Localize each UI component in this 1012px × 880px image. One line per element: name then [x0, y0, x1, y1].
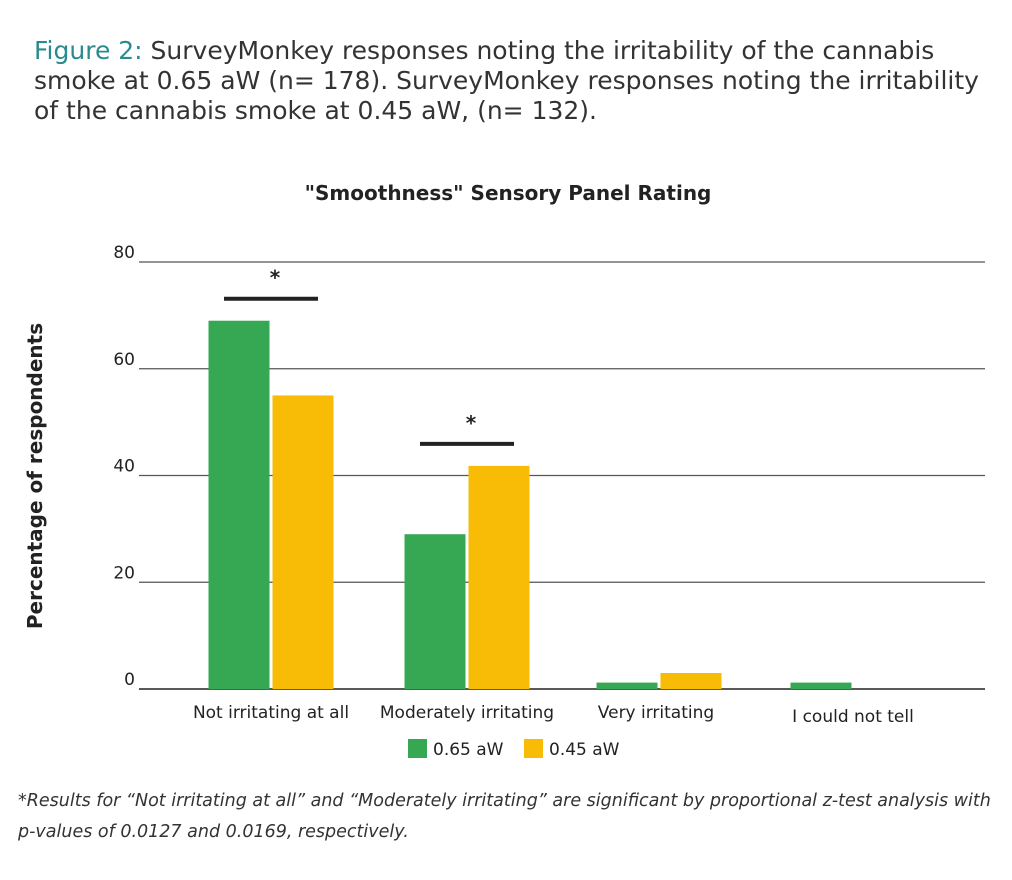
chart: "Smoothness" Sensory Panel Rating Percen… — [23, 181, 985, 760]
legend-swatch — [524, 739, 543, 758]
bar-series2 — [468, 465, 530, 689]
y-tick-label: 40 — [113, 457, 135, 477]
legend-label: 0.65 aW — [433, 740, 504, 760]
chart-title: "Smoothness" Sensory Panel Rating — [305, 181, 712, 205]
y-axis-label: Percentage of respondents — [23, 323, 47, 629]
bars — [208, 320, 852, 689]
category-label: Very irritating — [598, 703, 714, 723]
y-tick-label: 60 — [113, 350, 135, 370]
figure-caption: Figure 2: SurveyMonkey responses noting … — [34, 36, 994, 126]
bar-series2 — [660, 672, 722, 689]
bar-series1 — [596, 682, 658, 689]
category-labels: Not irritating at all Moderately irritati… — [193, 703, 914, 727]
bar-series1 — [790, 682, 852, 689]
category-label: Moderately irritating — [380, 703, 554, 723]
y-tick-label: 0 — [124, 670, 135, 690]
footnote: *Results for “Not irritating at all” and… — [18, 791, 991, 842]
bar-series1 — [208, 320, 270, 689]
bar-series2 — [272, 395, 334, 689]
category-label: Not irritating at all — [193, 703, 349, 723]
legend-swatch — [408, 739, 427, 758]
figure-label: Figure 2: — [34, 36, 143, 65]
bar-series1 — [404, 534, 466, 689]
legend: 0.65 aW 0.45 aW — [408, 739, 620, 760]
y-tick-label: 20 — [113, 563, 135, 583]
significance-star: * — [270, 266, 281, 290]
significance-markers: ** — [224, 266, 514, 446]
figure-caption-text: SurveyMonkey responses noting the irrita… — [34, 36, 979, 125]
legend-label: 0.45 aW — [549, 740, 620, 760]
category-label: I could not tell — [792, 707, 914, 727]
significance-star: * — [466, 411, 477, 435]
y-tick-label: 80 — [113, 243, 135, 263]
